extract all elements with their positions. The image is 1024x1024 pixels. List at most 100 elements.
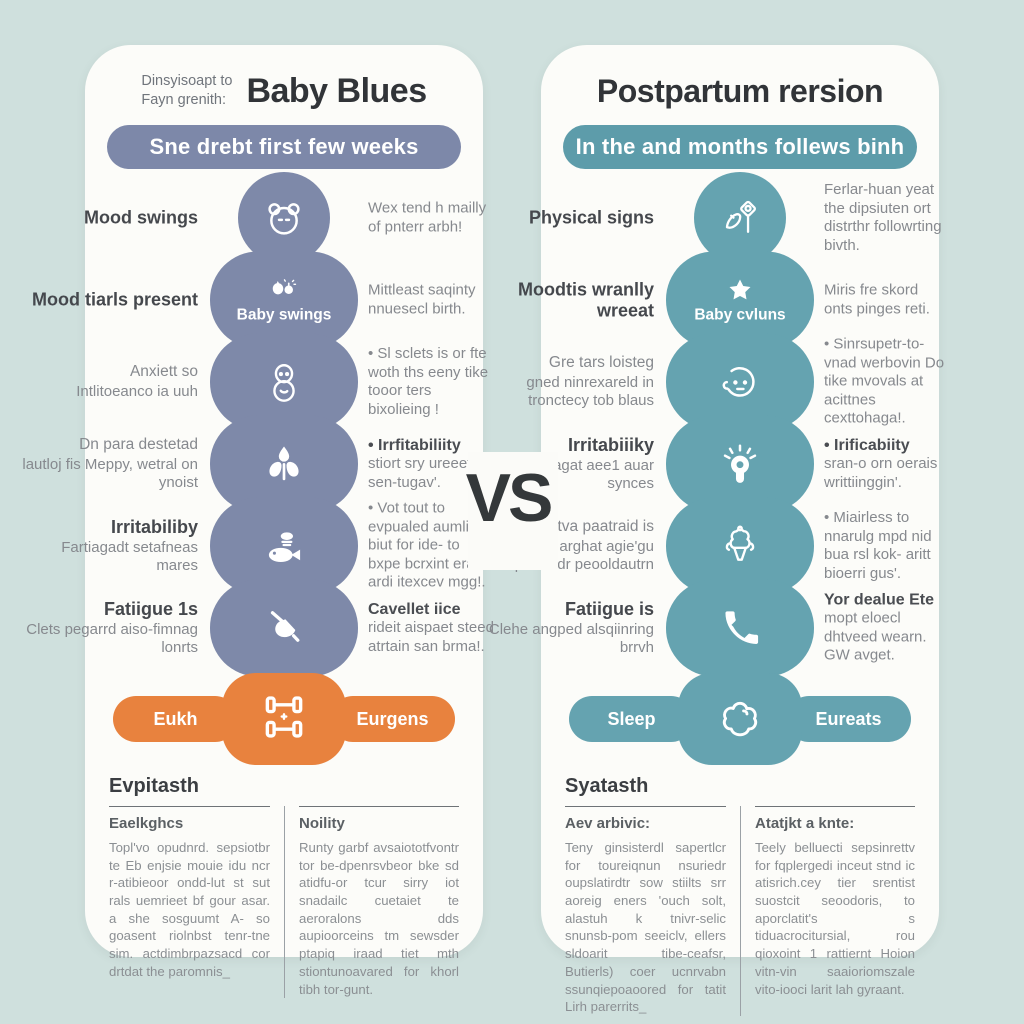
timeline-node [238, 172, 330, 264]
row-label: Gre tars loisteg gned ninrexareld in tro… [476, 354, 654, 410]
footer-column-2: Noility Runty garbf avsaiototfvontr tor … [284, 806, 463, 999]
star-icon [725, 276, 755, 306]
left-banner-row: Eukh Eurgens [105, 673, 463, 765]
timeline-node: Baby swings [210, 251, 358, 349]
left-eyebrow-line2: Fayn grenith: [141, 92, 226, 108]
fruits-icon [269, 276, 299, 306]
banner-pill-left: Sleep [569, 696, 694, 742]
banner-node [678, 673, 802, 765]
row-label-subtext: lautloj fis Meppy, wetral on ynoist [22, 455, 198, 491]
row-description: Mittleast saqinty nnuesecl birth. [368, 281, 494, 318]
row-description: Yor dealue Ete mopt eloecl dhtveed wearn… [824, 591, 950, 666]
row-description: • Sinrsupetr-to-vnad werbovin Do tike mv… [824, 336, 950, 429]
pacifier-icon [261, 605, 307, 651]
row-label: Dn para destetad lautloj fis Meppy, wetr… [20, 436, 198, 492]
row-description-body: Mittleast saqinty nnuesecl birth. [368, 281, 476, 317]
banner-pill-right: Eurgens [330, 696, 455, 742]
right-row-6: Fatiigue is Clehe angped alsqiinring brr… [489, 579, 934, 677]
row-description: • Irificabiity sran-o orn oerais writtii… [824, 436, 950, 492]
row-description: Ferlar-huan yeat the dipsiuten ort distr… [824, 181, 950, 255]
row-label-title: Irritabiiiky [567, 435, 654, 456]
footer-column-rule [299, 806, 459, 807]
timeline-node [666, 333, 814, 431]
right-footer-columns: Aev arbivic: Teny ginsisterdl sapertlcr … [561, 806, 919, 1016]
row-description: • Miairless to nnarulg mpd nid bua rsl k… [824, 509, 950, 583]
row-label: Physical signs [476, 208, 654, 229]
timeline-node [666, 579, 814, 677]
node-label: Baby swings [236, 306, 332, 324]
right-timeline: Physical signs Ferlar-huan yeat the dips… [485, 172, 944, 677]
row-description-body: Miris fre skord onts pinges reti. [824, 281, 930, 317]
phone-node [666, 579, 814, 677]
timeline-node [210, 333, 358, 431]
left-row-2: Mood tiarls present Baby swings Mittleas… [32, 251, 476, 349]
baby-blues-card: Dinsyisoapt to Fayn grenith: Baby Blues … [22, 45, 494, 999]
row-description-title: Cavellet iice [368, 600, 461, 618]
footer-column-body: Teely belluecti sepsinrettv for fqplerge… [755, 840, 915, 997]
node-label: Baby cvluns [694, 306, 786, 324]
footer-column-heading: Aev arbivic: [565, 815, 651, 832]
row-description: • Vot tout to evpualed aumlions biut for… [368, 500, 494, 593]
footer-column-2: Atatjkt a knte: Teely belluecti sepsinre… [740, 806, 919, 1016]
row-label-title: Mood swings [84, 207, 198, 228]
fish-meal-node [210, 497, 358, 595]
swaddled-baby-icon [261, 359, 307, 405]
footer-column-rule [109, 806, 270, 807]
row-description-body: sran-o orn oerais writtiinggin'. [824, 455, 938, 491]
row-label-title: Mood tiarls present [31, 289, 198, 310]
left-timeline: Mood swings Wex tend h mailly of pnterr … [22, 172, 494, 677]
footer-column-1: Eaelkghcs Topl'vo opudnrd. sepsiotbr te … [105, 806, 284, 998]
phone-icon [717, 605, 763, 651]
timeline-node [666, 497, 814, 595]
left-row-5: Irritabiliby Fartiagadt setafneas mares … [61, 497, 493, 595]
row-description-body: rideit aispaet steed atrtain san brma!. [368, 619, 494, 655]
timeline-node [210, 579, 358, 677]
bear-face-icon [261, 195, 307, 241]
star-node: Baby cvluns [666, 251, 814, 349]
row-description: • Irrfitabiliity stiort sry ureeets sen-… [368, 436, 494, 492]
left-row-4: Dn para destetad lautloj fis Meppy, wetr… [22, 415, 479, 513]
idea-bulb-node [666, 415, 814, 513]
footer-column-1: Aev arbivic: Teny ginsisterdl sapertlcr … [561, 806, 740, 1016]
row-label-subtext: Clehe angped alsqiinring brrvh [488, 620, 654, 656]
timeline-node [210, 415, 358, 513]
right-subtitle-pill: In the and months follews binh [563, 125, 917, 169]
vs-label: VS [465, 460, 554, 536]
right-footer-title: Syatasth [565, 775, 649, 797]
row-label: Anxiett so Intlitoeanco ia uuh [20, 363, 198, 401]
right-row-4: Irritabiiiky IFarijagat aee1 auar synces… [520, 415, 937, 513]
row-description-body: stiort sry ureeets sen-tugav'. [368, 455, 479, 491]
bird-signpost-node [694, 172, 786, 264]
right-banner-row: Sleep Eureats [561, 673, 919, 765]
pacifier-node [210, 579, 358, 677]
right-card-header: Postpartum rersion [561, 61, 919, 121]
banner-pill-right: Eureats [786, 696, 911, 742]
footer-column-heading: Eaelkghcs [109, 815, 184, 832]
right-row-5: • Ve stva paatraid is ynirlter too argha… [485, 497, 932, 595]
bear-face-node [238, 172, 330, 264]
idea-bulb-icon [717, 441, 763, 487]
vs-bridge [468, 452, 558, 570]
row-description-body: • Miairless to nnarulg mpd nid bua rsl k… [824, 508, 932, 582]
barbell-icon [257, 690, 311, 749]
row-label-title: Fatiigue is [564, 599, 654, 620]
brain-funnel-icon [717, 523, 763, 569]
row-description: Cavellet iice rideit aispaet steed atrta… [368, 600, 494, 656]
drop-lungs-icon [261, 441, 307, 487]
swaddled-baby-node [210, 333, 358, 431]
row-description-title: • Irrfitabiliity [368, 436, 461, 454]
left-eyebrow-text: Dinsyisoapt to Fayn grenith: [141, 72, 232, 110]
row-description: • Sl sclets is or fte woth ths eeny tike… [368, 345, 494, 419]
row-label: Irritabiliby Fartiagadt setafneas mares [20, 517, 198, 575]
row-description-body: • Sl sclets is or fte woth ths eeny tike… [368, 344, 489, 418]
footer-column-heading: Atatjkt a knte: [755, 815, 855, 832]
right-card-title: Postpartum rersion [596, 72, 884, 109]
row-label-subtext: Fartiagadt setafneas mares [61, 538, 198, 574]
timeline-node: Baby cvluns [666, 251, 814, 349]
brain-funnel-node [666, 497, 814, 595]
left-row-1: Mood swings Wex tend h mailly of pnterr … [84, 172, 486, 264]
row-description-body: • Sinrsupetr-to-vnad werbovin Do tike mv… [824, 335, 945, 427]
left-footer-title: Evpitasth [109, 775, 200, 797]
bird-signpost-icon [717, 195, 763, 241]
row-label-subtext: Clets pegarrd aiso-fimnag lonrts [26, 620, 198, 656]
